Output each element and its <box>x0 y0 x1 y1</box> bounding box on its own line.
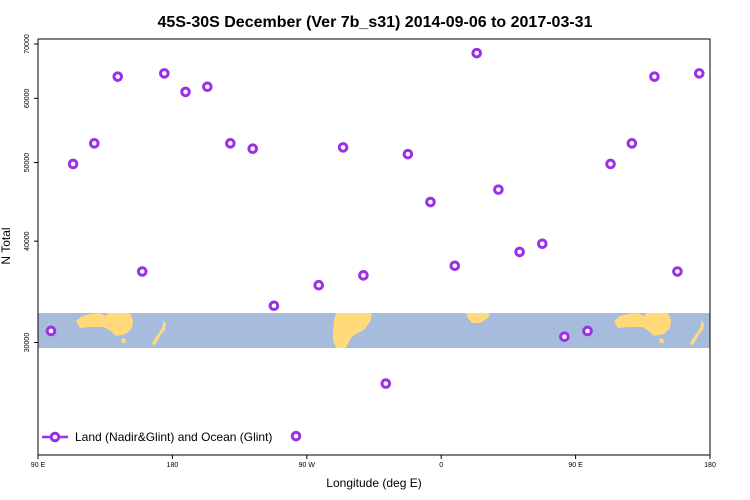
world-map-band <box>38 313 710 348</box>
data-point <box>202 81 213 93</box>
x-tick-label: 90 E <box>31 462 46 469</box>
data-point <box>514 246 525 258</box>
data-point <box>88 138 100 149</box>
x-axis-label: Longitude (deg E) <box>326 476 421 490</box>
land-australia-left <box>76 313 133 336</box>
data-point <box>136 266 148 277</box>
x-axis-ticks: 90 E 180 90 W 0 90 E 180 <box>31 455 716 469</box>
data-point <box>672 266 683 277</box>
data-point <box>358 270 369 281</box>
y-tick-label: 60000 <box>24 88 31 108</box>
data-point <box>180 86 191 98</box>
data-point <box>225 138 236 149</box>
ocean-band <box>38 313 710 348</box>
data-point <box>582 325 593 337</box>
data-point <box>559 331 570 342</box>
x-tick-label: 90 W <box>299 462 316 469</box>
data-point <box>693 68 705 79</box>
land-new-zealand-right <box>690 320 704 346</box>
land-new-zealand-left <box>152 320 166 346</box>
data-point <box>605 158 616 170</box>
data-point <box>626 138 638 149</box>
y-tick-label: 30000 <box>24 333 31 353</box>
legend-label: Land (Nadir&Glint) and Ocean (Glint) <box>75 430 272 444</box>
y-tick-label: 50000 <box>24 153 31 173</box>
y-axis-label: N Total <box>0 227 13 264</box>
data-point <box>649 71 660 82</box>
x-tick-label: 90 E <box>568 462 583 469</box>
legend: Land (Nadir&Glint) and Ocean (Glint) <box>42 430 272 444</box>
data-point <box>268 300 280 312</box>
land-australia-right <box>614 313 671 336</box>
y-tick-label: 40000 <box>24 231 31 251</box>
data-point <box>112 71 124 82</box>
land-africa <box>466 313 490 323</box>
legend-marker <box>49 431 61 443</box>
data-point <box>449 260 461 272</box>
x-tick-label: 0 <box>439 462 443 469</box>
data-point <box>337 142 349 153</box>
data-point <box>247 143 259 155</box>
land-tasmania-right <box>659 338 664 343</box>
data-point <box>313 279 325 291</box>
data-point <box>290 430 302 442</box>
chart-title: 45S-30S December (Ver 7b_s31) 2014-09-06… <box>158 14 593 31</box>
x-tick-label: 180 <box>167 462 179 469</box>
data-point <box>45 325 57 337</box>
data-point <box>402 148 414 160</box>
data-points <box>45 47 705 442</box>
data-point <box>536 238 548 250</box>
data-point <box>380 378 392 389</box>
data-point <box>493 184 504 195</box>
data-point <box>425 196 436 208</box>
land-south-america <box>333 313 372 348</box>
land-tasmania-left <box>121 338 126 343</box>
data-point <box>159 68 170 79</box>
data-point <box>471 47 483 59</box>
y-tick-label: 70000 <box>24 34 31 54</box>
x-tick-label: 180 <box>704 462 716 469</box>
plot-frame <box>37 38 711 456</box>
y-axis-ticks: 30000 40000 50000 60000 70000 <box>24 34 38 352</box>
data-point <box>67 158 79 170</box>
